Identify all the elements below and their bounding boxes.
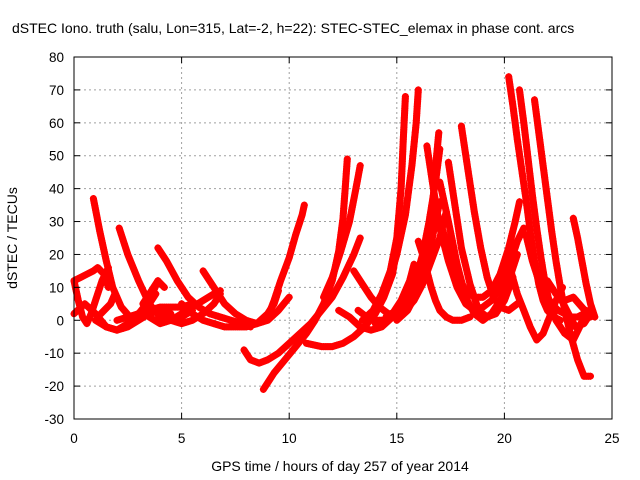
series-markers [139, 277, 168, 308]
series-arc-37 [569, 214, 599, 321]
x-tick-label: 0 [70, 431, 78, 446]
series-markers [154, 244, 254, 331]
y-tick-label: 70 [49, 83, 64, 98]
y-axis-label: dSTEC / TECUs [4, 187, 20, 289]
y-tick-label: 80 [49, 50, 64, 65]
series-markers [320, 162, 364, 301]
x-tick-label: 15 [389, 431, 404, 446]
y-tick-label: 30 [49, 215, 64, 230]
series-arc-4 [94, 290, 119, 321]
series-markers [457, 122, 521, 314]
data-layer [70, 73, 599, 393]
series-markers [414, 237, 474, 324]
y-tick-label: 40 [49, 182, 64, 197]
y-tick-label: 50 [49, 149, 64, 164]
series-markers [569, 214, 599, 321]
series-arc-28 [414, 237, 474, 324]
axes: 0 5 10 15 20 25 -30 -20 -10 0 10 20 30 40 50 60 70 80 [44, 50, 619, 446]
x-tick-label: 25 [604, 431, 619, 446]
series-markers [367, 86, 422, 321]
series-markers [264, 201, 308, 321]
series-arc-39 [507, 267, 566, 344]
chart-title: dSTEC Iono. truth (salu, Lon=315, Lat=-2… [12, 20, 574, 36]
x-tick-label: 10 [282, 431, 297, 446]
y-tick-label: 20 [49, 247, 64, 262]
series-arc-17 [264, 201, 308, 321]
series-markers [94, 290, 119, 321]
series-arc-9 [139, 277, 168, 308]
series-arc-33 [457, 122, 521, 314]
x-axis-label: GPS time / hours of day 257 of year 2014 [211, 458, 469, 474]
y-tick-label: 10 [49, 280, 64, 295]
series-markers [554, 290, 594, 331]
series-arc-24 [367, 86, 422, 321]
series-arc-38 [522, 231, 594, 321]
y-tick-label: -10 [44, 346, 64, 361]
y-tick-label: -20 [44, 379, 64, 394]
x-tick-label: 20 [497, 431, 512, 446]
y-tick-label: 60 [49, 116, 64, 131]
x-tick-label: 5 [178, 431, 186, 446]
series-arc-19 [320, 162, 364, 301]
series-markers [507, 267, 566, 344]
plot-frame [73, 56, 613, 420]
y-tick-label: -30 [44, 412, 64, 427]
y-tick-label: 0 [56, 313, 64, 328]
series-arc-41 [554, 290, 594, 331]
